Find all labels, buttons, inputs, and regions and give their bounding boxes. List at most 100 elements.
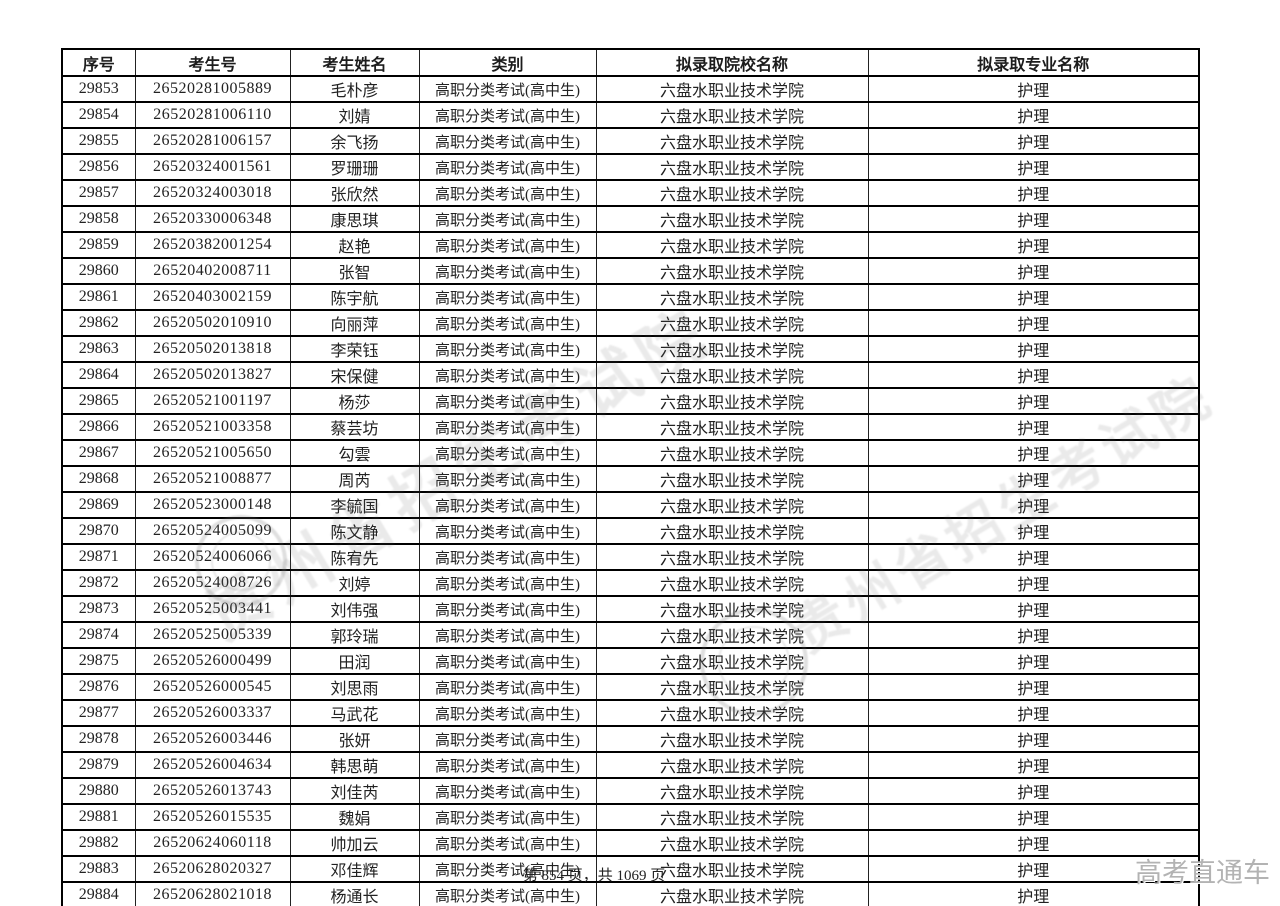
table-cell: 六盘水职业技术学院 bbox=[595, 361, 869, 389]
table-row: 29875 26520526000499 田润 高职分类考试(高中生) 六盘水职业技术学… bbox=[61, 647, 1200, 675]
table-cell: 26520526003446 bbox=[134, 725, 291, 753]
table-cell: 六盘水职业技术学院 bbox=[595, 439, 869, 467]
table-cell: 六盘水职业技术学院 bbox=[595, 491, 869, 519]
table-cell: 六盘水职业技术学院 bbox=[595, 647, 869, 675]
table-cell: 六盘水职业技术学院 bbox=[595, 335, 869, 363]
table-cell: 护理 bbox=[867, 205, 1200, 233]
table-row: 29874 26520525005339 郭玲瑞 高职分类考试(高中生) 六盘水职业技术… bbox=[61, 621, 1200, 649]
table-row: 29881 26520526015535 魏娟 高职分类考试(高中生) 六盘水职业技术学… bbox=[61, 803, 1200, 831]
table-row: 29879 26520526004634 韩思萌 高职分类考试(高中生) 六盘水职业技术… bbox=[61, 751, 1200, 779]
table-cell: 郭玲瑞 bbox=[289, 621, 420, 649]
table-cell: 29859 bbox=[61, 231, 136, 259]
table-cell: 29870 bbox=[61, 517, 136, 545]
table-cell: 29862 bbox=[61, 309, 136, 337]
table-cell: 26520525003441 bbox=[134, 595, 291, 623]
table-cell: 护理 bbox=[867, 829, 1200, 857]
table-cell: 29861 bbox=[61, 283, 136, 311]
header-cell-institution: 拟录取院校名称 bbox=[595, 49, 869, 77]
table-cell: 余飞扬 bbox=[289, 127, 420, 155]
table-cell: 六盘水职业技术学院 bbox=[595, 543, 869, 571]
table-cell: 护理 bbox=[867, 231, 1200, 259]
table-cell: 六盘水职业技术学院 bbox=[595, 309, 869, 337]
table-cell: 高职分类考试(高中生) bbox=[418, 179, 597, 207]
table-cell: 毛朴彦 bbox=[289, 75, 420, 103]
table-cell: 护理 bbox=[867, 101, 1200, 129]
table-cell: 六盘水职业技术学院 bbox=[595, 595, 869, 623]
table-cell: 护理 bbox=[867, 335, 1200, 363]
table-cell: 护理 bbox=[867, 179, 1200, 207]
table-row: 29858 26520330006348 康思琪 高职分类考试(高中生) 六盘水职业技术… bbox=[61, 205, 1200, 233]
table-cell: 护理 bbox=[867, 647, 1200, 675]
table-cell: 26520281006110 bbox=[134, 101, 291, 129]
table-cell: 护理 bbox=[867, 569, 1200, 597]
table-cell: 26520521008877 bbox=[134, 465, 291, 493]
table-cell: 29872 bbox=[61, 569, 136, 597]
table-cell: 护理 bbox=[867, 309, 1200, 337]
table-cell: 护理 bbox=[867, 595, 1200, 623]
table-cell: 六盘水职业技术学院 bbox=[595, 179, 869, 207]
table-cell: 29854 bbox=[61, 101, 136, 129]
table-cell: 26520403002159 bbox=[134, 283, 291, 311]
table-cell: 26520502013827 bbox=[134, 361, 291, 389]
table-cell: 杨通长 bbox=[289, 881, 420, 906]
table-cell: 韩思萌 bbox=[289, 751, 420, 779]
table-cell: 29874 bbox=[61, 621, 136, 649]
table-cell: 29881 bbox=[61, 803, 136, 831]
table-cell: 29858 bbox=[61, 205, 136, 233]
table-cell: 29884 bbox=[61, 881, 136, 906]
table-row: 29868 26520521008877 周芮 高职分类考试(高中生) 六盘水职业技术学… bbox=[61, 465, 1200, 493]
table-cell: 蔡芸坊 bbox=[289, 413, 420, 441]
table-cell: 高职分类考试(高中生) bbox=[418, 621, 597, 649]
table-cell: 26520502010910 bbox=[134, 309, 291, 337]
table-cell: 陈宥先 bbox=[289, 543, 420, 571]
table-cell: 高职分类考试(高中生) bbox=[418, 257, 597, 285]
table-cell: 高职分类考试(高中生) bbox=[418, 543, 597, 571]
table-cell: 26520526000545 bbox=[134, 673, 291, 701]
table-cell: 29867 bbox=[61, 439, 136, 467]
table-row: 29862 26520502010910 向丽萍 高职分类考试(高中生) 六盘水职业技术… bbox=[61, 309, 1200, 337]
table-cell: 29866 bbox=[61, 413, 136, 441]
table-cell: 陈文静 bbox=[289, 517, 420, 545]
table-cell: 罗珊珊 bbox=[289, 153, 420, 181]
table-cell: 29879 bbox=[61, 751, 136, 779]
table-cell: 高职分类考试(高中生) bbox=[418, 673, 597, 701]
table-cell: 护理 bbox=[867, 543, 1200, 571]
table-cell: 高职分类考试(高中生) bbox=[418, 309, 597, 337]
table-cell: 29856 bbox=[61, 153, 136, 181]
table-cell: 26520521005650 bbox=[134, 439, 291, 467]
table-cell: 高职分类考试(高中生) bbox=[418, 595, 597, 623]
table-cell: 高职分类考试(高中生) bbox=[418, 803, 597, 831]
brand-watermark: 高考直通车 bbox=[1135, 858, 1270, 888]
table-cell: 高职分类考试(高中生) bbox=[418, 153, 597, 181]
table-cell: 26520526013743 bbox=[134, 777, 291, 805]
table-cell: 周芮 bbox=[289, 465, 420, 493]
table-cell: 护理 bbox=[867, 751, 1200, 779]
table-cell: 赵艳 bbox=[289, 231, 420, 259]
table-body: 29853 26520281005889 毛朴彦 高职分类考试(高中生) 六盘水职业技术… bbox=[61, 75, 1200, 906]
table-cell: 六盘水职业技术学院 bbox=[595, 153, 869, 181]
table-cell: 护理 bbox=[867, 257, 1200, 285]
table-cell: 高职分类考试(高中生) bbox=[418, 699, 597, 727]
table-cell: 杨莎 bbox=[289, 387, 420, 415]
table-cell: 护理 bbox=[867, 699, 1200, 727]
table-cell: 高职分类考试(高中生) bbox=[418, 647, 597, 675]
table-cell: 26520281006157 bbox=[134, 127, 291, 155]
table-cell: 29869 bbox=[61, 491, 136, 519]
table-row: 29853 26520281005889 毛朴彦 高职分类考试(高中生) 六盘水职业技术… bbox=[61, 75, 1200, 103]
table-row: 29877 26520526003337 马武花 高职分类考试(高中生) 六盘水职业技术… bbox=[61, 699, 1200, 727]
table-cell: 高职分类考试(高中生) bbox=[418, 231, 597, 259]
table-cell: 六盘水职业技术学院 bbox=[595, 75, 869, 103]
table-cell: 29883 bbox=[61, 855, 136, 883]
table-cell: 高职分类考试(高中生) bbox=[418, 413, 597, 441]
table-cell: 护理 bbox=[867, 803, 1200, 831]
table-cell: 高职分类考试(高中生) bbox=[418, 881, 597, 906]
table-cell: 26520324003018 bbox=[134, 179, 291, 207]
table-row: 29883 26520628020327 邓佳辉 高职分类考试(高中生) 六盘水职业技术… bbox=[61, 855, 1200, 883]
table-cell: 六盘水职业技术学院 bbox=[595, 205, 869, 233]
table-cell: 26520526000499 bbox=[134, 647, 291, 675]
table-cell: 六盘水职业技术学院 bbox=[595, 777, 869, 805]
table-cell: 高职分类考试(高中生) bbox=[418, 491, 597, 519]
table-cell: 张智 bbox=[289, 257, 420, 285]
table-cell: 护理 bbox=[867, 413, 1200, 441]
table-row: 29871 26520524006066 陈宥先 高职分类考试(高中生) 六盘水职业技术… bbox=[61, 543, 1200, 571]
